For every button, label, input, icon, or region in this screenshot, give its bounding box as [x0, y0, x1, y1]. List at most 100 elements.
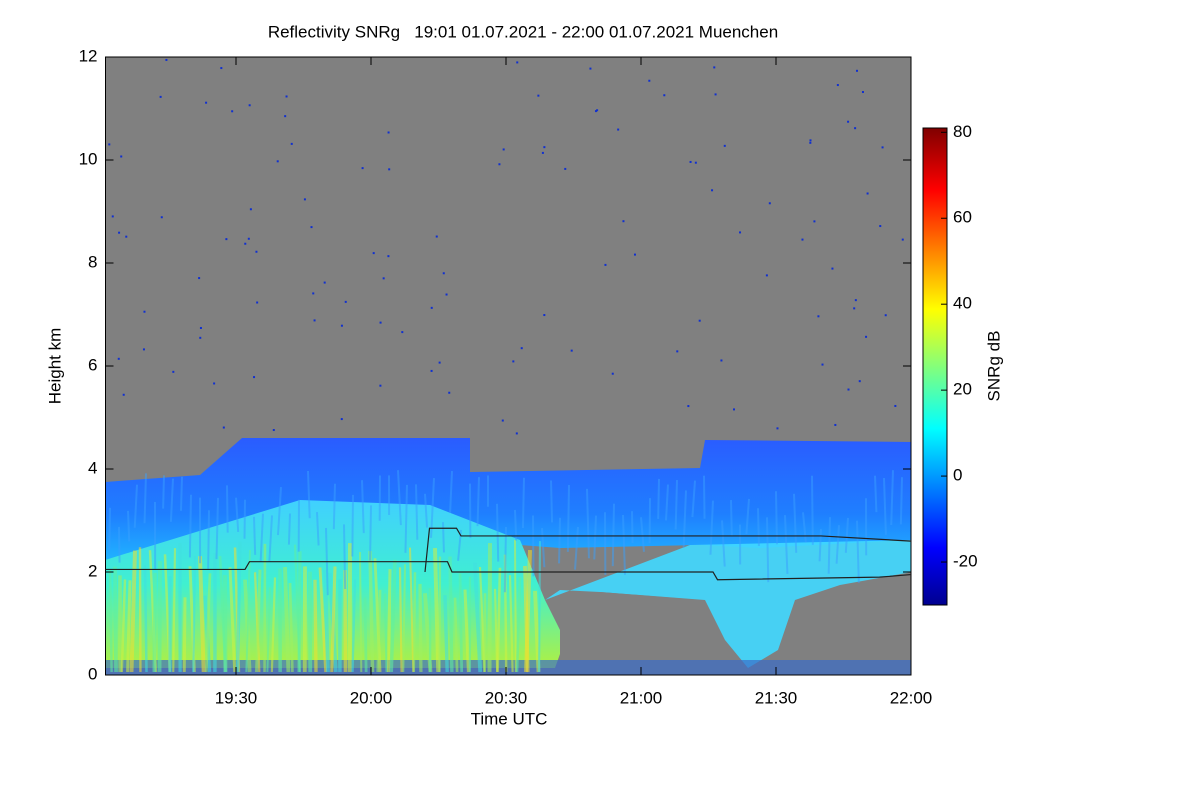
noise-dot — [220, 67, 223, 70]
noise-dot — [739, 231, 742, 234]
noise-dot — [143, 310, 146, 313]
noise-dot — [253, 376, 256, 379]
streak — [169, 478, 174, 522]
y-axis-label: Height km — [45, 328, 64, 405]
streak — [188, 494, 192, 558]
noise-dot — [604, 263, 607, 266]
noise-dot — [284, 115, 287, 118]
noise-dot — [901, 238, 904, 241]
noise-dot — [276, 160, 279, 163]
noise-dot — [501, 419, 504, 422]
streak — [449, 471, 453, 513]
streak — [586, 488, 590, 559]
streak — [418, 583, 423, 673]
streak — [192, 555, 197, 673]
streak — [574, 526, 579, 570]
streak — [118, 526, 121, 563]
colorbar-tick-label: 40 — [953, 294, 972, 313]
noise-dot — [199, 326, 202, 329]
noise-dot — [225, 238, 228, 241]
streak — [443, 595, 449, 673]
streak — [442, 522, 445, 553]
noise-dot — [249, 208, 252, 211]
noise-dot — [142, 348, 145, 351]
streak — [402, 564, 407, 673]
noise-dot — [520, 347, 523, 350]
colorbar-tick-label: 80 — [953, 122, 972, 141]
streak — [330, 566, 337, 673]
noise-dot — [516, 61, 519, 64]
noise-dot — [694, 161, 697, 164]
streak — [162, 475, 165, 509]
noise-dot — [768, 202, 771, 205]
streak — [351, 579, 357, 673]
streak — [433, 547, 441, 673]
streak — [631, 511, 634, 543]
streak — [207, 510, 210, 570]
y-tick-label: 4 — [88, 458, 97, 477]
noise-dot — [861, 91, 864, 94]
streak — [259, 513, 264, 562]
y-tick-label: 10 — [79, 149, 98, 168]
noise-dot — [831, 267, 834, 270]
streak — [515, 577, 522, 673]
streak — [235, 497, 240, 532]
noise-dot — [213, 382, 216, 385]
streak — [404, 484, 408, 553]
streak — [368, 550, 375, 673]
streak — [361, 480, 365, 534]
streak — [424, 493, 429, 528]
streak — [143, 565, 148, 673]
streak — [448, 556, 454, 673]
streak — [458, 573, 464, 673]
streak — [415, 484, 419, 540]
noise-dot — [344, 300, 347, 303]
streak — [332, 483, 336, 530]
noise-dot — [633, 253, 636, 256]
ground-noise — [105, 660, 911, 675]
noise-dot — [244, 242, 247, 245]
streak — [463, 589, 470, 673]
noise-dot — [435, 235, 438, 238]
streak — [179, 476, 183, 511]
field — [105, 57, 911, 675]
noise-dot — [312, 292, 315, 295]
noise-dot — [541, 151, 544, 154]
streak — [899, 477, 903, 525]
streak — [270, 577, 277, 673]
noise-dot — [847, 388, 850, 391]
streak — [703, 475, 706, 519]
noise-dot — [689, 160, 692, 163]
streak — [827, 517, 831, 574]
noise-dot — [313, 319, 316, 322]
noise-dot — [866, 192, 869, 195]
noise-dot — [285, 95, 288, 98]
noise-dot — [589, 67, 592, 70]
streak — [397, 470, 402, 526]
streak — [566, 484, 570, 552]
streak — [674, 480, 678, 530]
streak — [389, 559, 397, 673]
x-tick-label: 22:00 — [890, 688, 933, 707]
streak — [721, 520, 726, 567]
streak — [691, 480, 696, 518]
colorbar-tick-label: -20 — [953, 552, 978, 571]
noise-dot — [303, 198, 306, 201]
noise-dot — [711, 189, 714, 192]
noise-dot — [430, 306, 433, 309]
noise-dot — [272, 428, 275, 431]
streak — [611, 503, 615, 567]
noise-dot — [698, 319, 701, 322]
noise-dot — [387, 255, 390, 258]
noise-dot — [340, 418, 343, 421]
noise-dot — [836, 84, 839, 87]
colorbar-tick-label: 0 — [953, 466, 962, 485]
streak — [172, 548, 177, 673]
x-tick-label: 20:00 — [350, 688, 393, 707]
streak — [533, 590, 541, 673]
streak — [363, 597, 368, 673]
noise-dot — [111, 215, 114, 218]
streak — [818, 528, 822, 562]
noise-dot — [372, 252, 375, 255]
